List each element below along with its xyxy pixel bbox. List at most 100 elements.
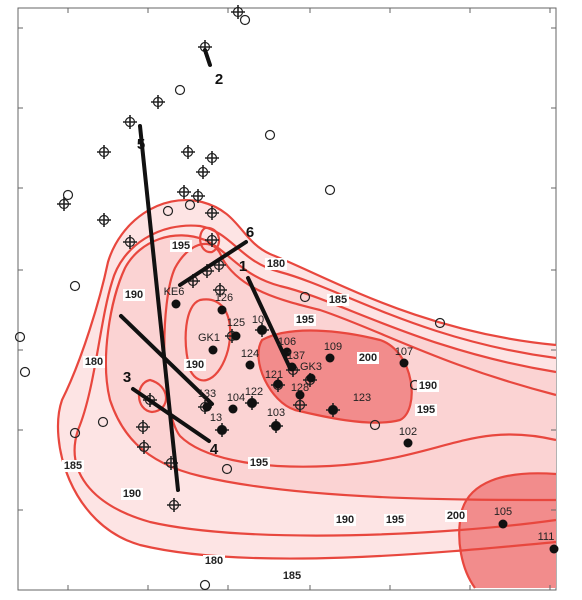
contour-line [458, 472, 557, 589]
contour-label: 200 [447, 510, 465, 522]
contour-label-bg [265, 258, 287, 270]
cross-well [151, 95, 165, 109]
open-well [221, 463, 233, 475]
contour-label: 185 [64, 460, 82, 472]
section-label: 4 [210, 441, 219, 458]
well-label: 123 [353, 392, 371, 404]
well [245, 360, 255, 370]
well [231, 331, 241, 341]
well [325, 353, 335, 363]
contour-label: 195 [250, 457, 268, 469]
contour-label-bg [417, 380, 439, 392]
open-well [264, 129, 276, 141]
well-label: 122 [245, 386, 263, 398]
well-label: 13 [210, 412, 222, 424]
cross-well [123, 235, 137, 249]
open-well [69, 280, 81, 292]
well-label: 121 [265, 369, 283, 381]
well-label: GK3 [300, 361, 322, 373]
contour-label-bg [121, 488, 143, 500]
contour-label: 190 [419, 380, 437, 392]
contour-label-bg [384, 514, 406, 526]
labels: 1801801801851851851901901901901901951951… [62, 71, 554, 582]
well-label: 126 [215, 292, 233, 304]
contour-label: 180 [85, 356, 103, 368]
frame-ticks [18, 8, 556, 590]
contour-label-bg [83, 356, 105, 368]
open-well [162, 205, 174, 217]
well [549, 544, 559, 554]
contour-label-bg [334, 514, 356, 526]
contour-label: 190 [336, 514, 354, 526]
contour-line [104, 234, 557, 502]
contour-label-bg [123, 289, 145, 301]
contour-label-bg [281, 570, 303, 582]
contour-label: 190 [186, 359, 204, 371]
cross-well [293, 398, 307, 412]
well-label: 109 [324, 341, 342, 353]
well-label: 102 [399, 426, 417, 438]
open-well [184, 199, 196, 211]
well-label: 133 [198, 388, 216, 400]
section-line [119, 314, 214, 406]
well-label: 106 [278, 336, 296, 348]
well [271, 421, 281, 431]
well-label: 125 [227, 317, 245, 329]
section-label: 2 [215, 71, 223, 88]
open-well [239, 14, 251, 26]
contour-label: 180 [205, 555, 223, 567]
contour-label-bg [445, 510, 467, 522]
well [399, 358, 409, 368]
well [403, 438, 413, 448]
well [171, 299, 181, 309]
contour-label-bg [62, 460, 84, 472]
section-label: 6 [246, 224, 254, 241]
cross-well [205, 233, 219, 247]
contour-label-bg [357, 352, 379, 364]
open-well [174, 84, 186, 96]
cross-well [196, 165, 210, 179]
contour-label: 195 [417, 404, 435, 416]
well-label: 103 [267, 407, 285, 419]
contour-label: 200 [359, 352, 377, 364]
contour-label: 180 [267, 258, 285, 270]
well-label: 111 [538, 531, 555, 543]
cross-well [97, 213, 111, 227]
contour-label: 190 [125, 289, 143, 301]
contour-label-bg [248, 457, 270, 469]
well [228, 404, 238, 414]
cross-well [57, 197, 71, 211]
well [306, 373, 316, 383]
contour-label-bg [203, 555, 225, 567]
section-line [203, 48, 212, 67]
cross-well [123, 115, 137, 129]
well [295, 390, 305, 400]
open-well [69, 427, 81, 439]
open-well [434, 317, 446, 329]
well [273, 379, 283, 389]
contour-label: 195 [386, 514, 404, 526]
contour-line [73, 224, 557, 537]
well-label: 124 [241, 348, 259, 360]
well-label: 10 [252, 314, 264, 326]
well-label: GK1 [198, 332, 220, 344]
well [247, 398, 257, 408]
well [328, 405, 338, 415]
well [217, 305, 227, 315]
open-well [14, 331, 26, 343]
well-symbols [14, 5, 559, 591]
open-well [97, 416, 109, 428]
well-label: 104 [227, 392, 245, 404]
open-well [199, 579, 211, 591]
section-label: 5 [137, 136, 145, 153]
cross-well [213, 283, 227, 297]
cross-well [231, 5, 245, 19]
open-well [19, 366, 31, 378]
well-label: 128 [291, 382, 309, 394]
well [217, 425, 227, 435]
section-line [178, 240, 248, 287]
contour-label: 195 [296, 314, 314, 326]
section-label: 1 [239, 258, 247, 275]
contour-label: 185 [283, 570, 301, 582]
